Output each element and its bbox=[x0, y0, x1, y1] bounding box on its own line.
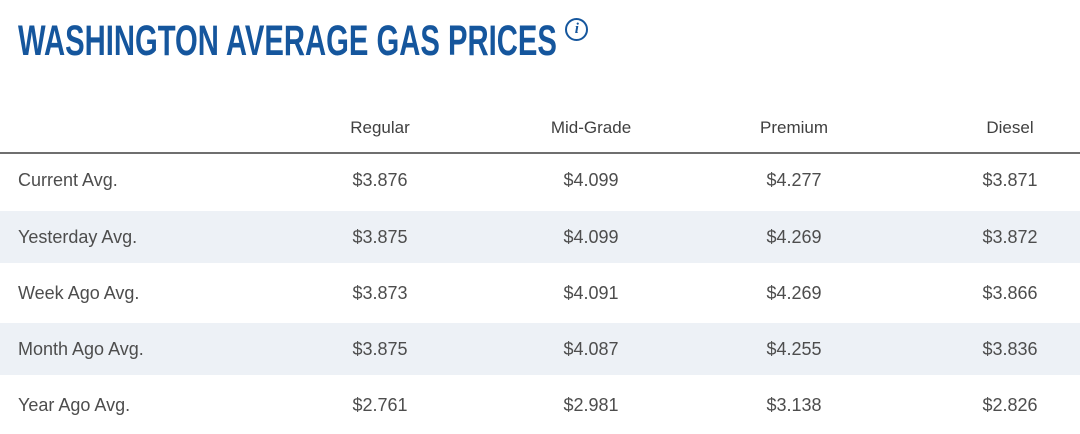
row-label: Week Ago Avg. bbox=[0, 265, 272, 321]
price-cell: $3.138 bbox=[694, 377, 894, 432]
title-row: WASHINGTON AVERAGE GAS PRICES i bbox=[18, 18, 1080, 64]
page-title: WASHINGTON AVERAGE GAS PRICES bbox=[18, 17, 557, 65]
price-cell: $2.761 bbox=[272, 377, 488, 432]
price-cell: $4.099 bbox=[488, 207, 694, 267]
table-header: Regular Mid-Grade Premium Diesel bbox=[0, 64, 1080, 154]
corner-cell bbox=[0, 64, 272, 154]
price-cell: $4.099 bbox=[488, 153, 694, 209]
price-cell: $3.873 bbox=[272, 265, 488, 321]
table-row: Month Ago Avg. $3.875 $4.087 $4.255 $3.836 bbox=[0, 319, 1080, 379]
price-cell: $2.981 bbox=[488, 377, 694, 432]
column-header-premium: Premium bbox=[694, 64, 894, 154]
column-header-regular: Regular bbox=[272, 64, 488, 154]
price-cell: $4.087 bbox=[488, 319, 694, 379]
table-row: Yesterday Avg. $3.875 $4.099 $4.269 $3.872 bbox=[0, 207, 1080, 267]
price-cell: $4.277 bbox=[694, 153, 894, 209]
gas-prices-table: Regular Mid-Grade Premium Diesel Current Av… bbox=[0, 64, 1080, 432]
table-row: Current Avg. $3.876 $4.099 $4.277 $3.871 bbox=[0, 153, 1080, 209]
column-header-diesel: Diesel bbox=[894, 64, 1080, 154]
price-cell: $4.255 bbox=[694, 319, 894, 379]
table-row: Week Ago Avg. $3.873 $4.091 $4.269 $3.866 bbox=[0, 265, 1080, 321]
price-cell: $4.269 bbox=[694, 207, 894, 267]
info-icon[interactable]: i bbox=[565, 18, 589, 41]
price-cell: $2.826 bbox=[894, 377, 1080, 432]
price-cell: $4.091 bbox=[488, 265, 694, 321]
table-row: Year Ago Avg. $2.761 $2.981 $3.138 $2.826 bbox=[0, 377, 1080, 432]
table-body: Current Avg. $3.876 $4.099 $4.277 $3.871 Yest… bbox=[0, 153, 1080, 432]
price-cell: $3.872 bbox=[894, 207, 1080, 267]
price-cell: $3.836 bbox=[894, 319, 1080, 379]
price-cell: $3.871 bbox=[894, 153, 1080, 209]
price-cell: $4.269 bbox=[694, 265, 894, 321]
column-header-mid-grade: Mid-Grade bbox=[488, 64, 694, 154]
price-cell: $3.875 bbox=[272, 319, 488, 379]
price-cell: $3.866 bbox=[894, 265, 1080, 321]
price-cell: $3.876 bbox=[272, 153, 488, 209]
row-label: Year Ago Avg. bbox=[0, 377, 272, 432]
gas-prices-panel: WASHINGTON AVERAGE GAS PRICES i Regular M… bbox=[0, 18, 1080, 434]
row-label: Month Ago Avg. bbox=[0, 319, 272, 379]
row-label: Yesterday Avg. bbox=[0, 207, 272, 267]
row-label: Current Avg. bbox=[0, 153, 272, 209]
price-cell: $3.875 bbox=[272, 207, 488, 267]
header-row: Regular Mid-Grade Premium Diesel bbox=[0, 64, 1080, 154]
